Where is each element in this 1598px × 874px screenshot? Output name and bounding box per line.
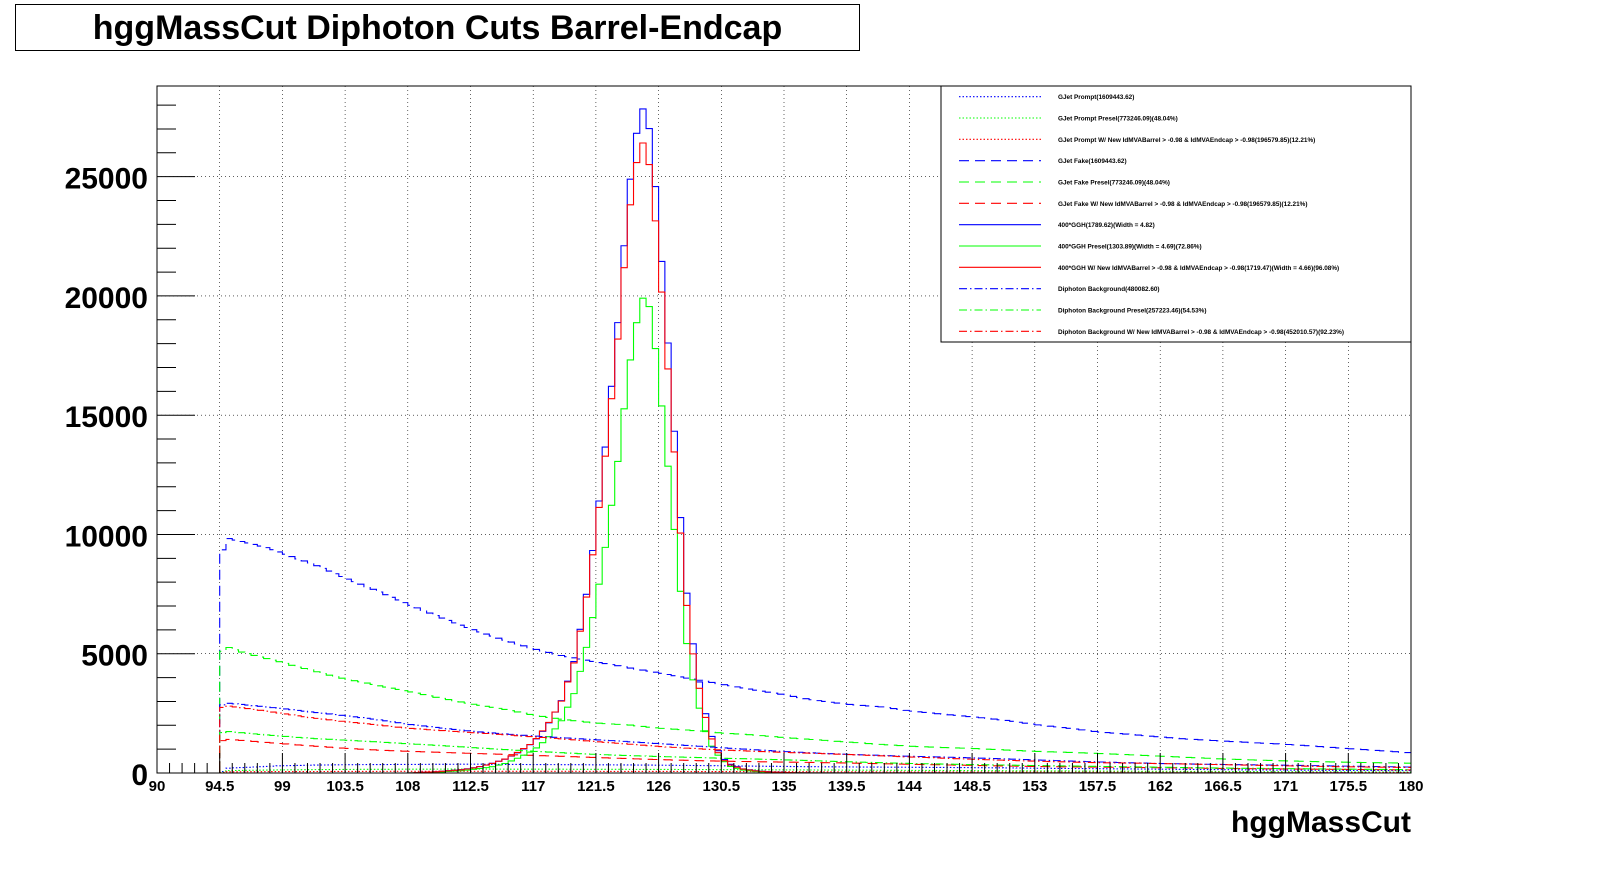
legend-label: GJet Fake Presel(773246.09)(48.04%) xyxy=(1058,180,1170,187)
legend-label: Diphoton Background(480082.60) xyxy=(1058,286,1160,293)
y-tick-label: 25000 xyxy=(65,163,148,196)
x-tick-label: 126 xyxy=(646,778,671,795)
x-tick-label: 94.5 xyxy=(205,778,234,795)
x-tick-label: 90 xyxy=(149,778,166,795)
x-tick-label: 130.5 xyxy=(703,778,741,795)
x-tick-label: 162 xyxy=(1148,778,1173,795)
x-tick-label: 139.5 xyxy=(828,778,866,795)
x-tick-label: 166.5 xyxy=(1204,778,1242,795)
legend-box xyxy=(940,85,1412,343)
x-tick-label: 180 xyxy=(1398,778,1423,795)
y-tick-label: 15000 xyxy=(65,401,148,434)
x-tick-label: 171 xyxy=(1273,778,1298,795)
x-tick-label: 121.5 xyxy=(577,778,615,795)
axes: 90 94.5 99 103.5 108 112.5 117 121.5 126 130.5 135… xyxy=(65,104,1424,795)
legend-label: 400*GGH Presel(1303.89)(Width = 4.69)(72… xyxy=(1058,244,1202,251)
y-tick-label: 0 xyxy=(131,759,148,792)
grid xyxy=(157,86,1411,773)
series-line xyxy=(157,738,1411,774)
series-line xyxy=(157,770,1411,774)
title-box: hggMassCut Diphoton Cuts Barrel-Endcap xyxy=(15,4,860,51)
x-tick-label: 103.5 xyxy=(326,778,364,795)
series-line xyxy=(157,538,1411,774)
y-tick-label: 20000 xyxy=(65,282,148,315)
series-line xyxy=(157,646,1411,774)
y-tick-label: 5000 xyxy=(81,640,148,673)
series-line xyxy=(157,730,1411,774)
legend: GJet Prompt(1609443.62) GJet Prompt Prese… xyxy=(940,85,1412,343)
x-tick-label: 144 xyxy=(897,778,923,795)
chart-title: hggMassCut Diphoton Cuts Barrel-Endcap xyxy=(92,9,783,47)
x-tick-label: 148.5 xyxy=(953,778,991,795)
legend-label: 400*GGH(1789.62)(Width = 4.82) xyxy=(1058,222,1155,229)
x-tick-label: 153 xyxy=(1022,778,1047,795)
legend-label: GJet Prompt W/ New IdMVABarrel > -0.98 &… xyxy=(1058,137,1315,144)
series-line xyxy=(157,768,1411,774)
x-axis-label: hggMassCut xyxy=(1231,806,1411,839)
series-line xyxy=(157,763,1411,774)
x-tick-label: 175.5 xyxy=(1330,778,1368,795)
y-tick-label: 10000 xyxy=(65,520,148,553)
legend-label: GJet Fake W/ New IdMVABarrel > -0.98 & I… xyxy=(1058,201,1307,208)
x-tick-label: 117 xyxy=(521,778,545,795)
legend-label: Diphoton Background W/ New IdMVABarrel >… xyxy=(1058,329,1344,336)
x-tick-label: 135 xyxy=(771,778,796,795)
legend-label: GJet Fake(1609443.62) xyxy=(1058,158,1127,165)
series-line xyxy=(157,297,1411,774)
legend-label: 400*GGH W/ New IdMVABarrel > -0.98 & IdM… xyxy=(1058,265,1339,272)
x-tick-label: 99 xyxy=(274,778,291,795)
legend-label: Diphoton Background Presel(257223.46)(54… xyxy=(1058,308,1206,315)
legend-label: GJet Prompt(1609443.62) xyxy=(1058,94,1134,101)
x-tick-label: 108 xyxy=(395,778,420,795)
x-tick-label: 157.5 xyxy=(1079,778,1117,795)
legend-label: GJet Prompt Presel(773246.09)(48.04%) xyxy=(1058,116,1178,123)
x-tick-label: 112.5 xyxy=(452,778,489,795)
